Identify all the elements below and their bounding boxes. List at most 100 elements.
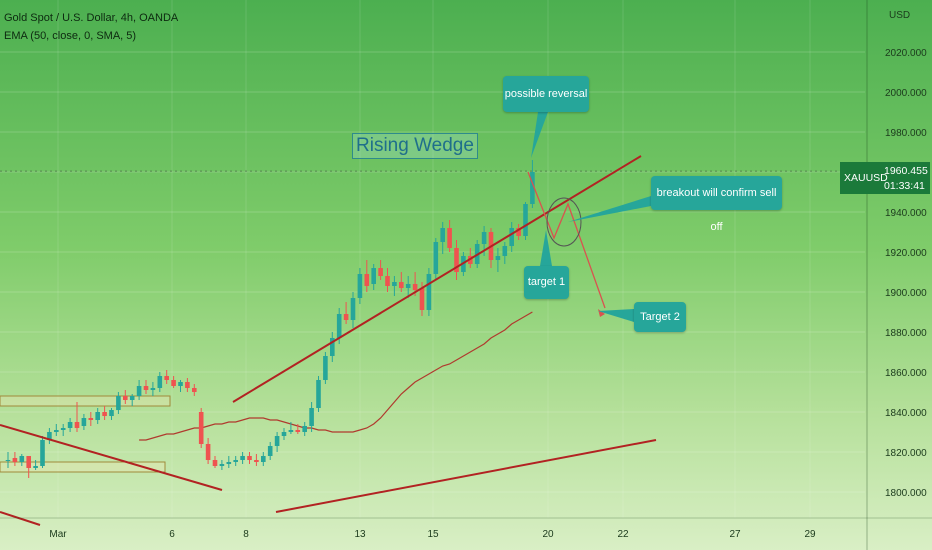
price-tick-label: 1920.000 (885, 248, 927, 259)
candle-up (40, 440, 45, 466)
candle-up (288, 430, 294, 432)
candle-up (302, 426, 307, 432)
price-tick-label: 1980.000 (885, 128, 927, 139)
candle-down (364, 274, 370, 286)
candle-down (26, 456, 31, 468)
projected-path (527, 171, 606, 309)
pattern-label: Rising Wedge (352, 133, 478, 159)
candle-up (274, 436, 280, 446)
candle-down (447, 228, 452, 248)
price-tick-label: 1880.000 (885, 328, 927, 339)
candle-up (60, 428, 66, 430)
candle-down (454, 248, 459, 272)
candle-up (309, 408, 314, 426)
candle-up (495, 256, 501, 260)
candle-up (336, 314, 342, 338)
candle-down (171, 380, 176, 386)
candle-up (219, 464, 225, 466)
downtrend-line-2 (0, 511, 41, 526)
candle-down (164, 376, 169, 380)
candle-up (481, 232, 487, 244)
candle-up (33, 466, 38, 468)
candle-up (5, 460, 11, 461)
candle-down (399, 282, 404, 288)
candle-down (295, 430, 301, 432)
candle-down (516, 228, 521, 236)
target1-pointer (540, 230, 552, 266)
candle-up (261, 456, 266, 462)
last-price-symbol: XAUUSD (844, 172, 888, 184)
currency-label: USD (889, 10, 911, 21)
candle-down (88, 418, 94, 420)
supply-zone (0, 395, 171, 407)
price-tick-label: 1840.000 (885, 408, 927, 419)
candle-up (157, 376, 163, 388)
candle-up (136, 386, 142, 396)
candle-up (323, 356, 328, 380)
target1-callout[interactable]: target 1 (524, 266, 569, 299)
target2-pointer (598, 309, 634, 322)
time-tick-label: 15 (427, 529, 439, 540)
downtrend-line (0, 424, 223, 491)
candle-up (350, 298, 356, 320)
breakout-callout[interactable]: breakout will confirm sell off (651, 176, 782, 233)
candle-down (254, 460, 259, 462)
candle-up (281, 432, 287, 436)
candle-down (74, 422, 80, 428)
candle-up (116, 396, 121, 410)
time-tick-label: 6 (169, 529, 175, 540)
candle-up (392, 282, 397, 286)
candle-up (81, 418, 87, 426)
breakout-pointer (568, 196, 651, 222)
demand-zone (0, 461, 166, 473)
wedge-lower-line (275, 439, 657, 513)
candle-up (95, 412, 100, 420)
candle-up (47, 432, 52, 440)
symbol-title: Gold Spot / U.S. Dollar, 4h, OANDA (4, 12, 179, 24)
candle-up (109, 410, 114, 416)
candle-up (530, 172, 535, 204)
candle-up (54, 430, 59, 432)
candle-up (240, 456, 245, 460)
time-tick-label: 29 (804, 529, 816, 540)
price-tick-label: 1860.000 (885, 368, 927, 379)
price-tick-label: 1940.000 (885, 208, 927, 219)
reversal-pointer (531, 112, 548, 158)
candle-up (371, 268, 376, 284)
candle-down (205, 444, 211, 460)
price-tick-label: 1900.000 (885, 288, 927, 299)
last-price-value: 1960.455 (884, 165, 928, 177)
time-tick-label: Mar (49, 529, 67, 540)
last-price-box: XAUUSD 1960.455 01:33:41 (840, 162, 930, 194)
candle-up (502, 246, 508, 256)
time-tick-label: 27 (729, 529, 741, 540)
candle-down (12, 458, 18, 462)
candle-down (343, 314, 349, 320)
candle-down (212, 460, 218, 466)
candle-down (185, 382, 190, 388)
reversal-callout[interactable]: possible reversal (503, 76, 589, 112)
candle-up (316, 380, 321, 408)
projected-arrowhead (598, 309, 605, 317)
candle-down (419, 288, 425, 310)
candle-up (405, 284, 411, 288)
time-tick-label: 8 (243, 529, 249, 540)
candle-up (67, 422, 73, 428)
time-tick-label: 13 (354, 529, 366, 540)
candle-down (385, 276, 390, 286)
time-tick-label: 22 (617, 529, 629, 540)
wedge-upper-line (232, 155, 642, 403)
indicator-legend[interactable]: EMA (50, close, 0, SMA, 5) (4, 30, 137, 42)
candle-up (233, 460, 238, 462)
candle-down (378, 268, 383, 276)
price-tick-label: 1800.000 (885, 488, 927, 499)
candle-up (267, 446, 273, 456)
target2-callout[interactable]: Target 2 (634, 302, 686, 332)
last-price-countdown: 01:33:41 (884, 180, 925, 192)
candle-down (102, 412, 107, 416)
candle-up (178, 382, 183, 386)
candle-down (192, 388, 197, 392)
candle-up (330, 338, 335, 356)
